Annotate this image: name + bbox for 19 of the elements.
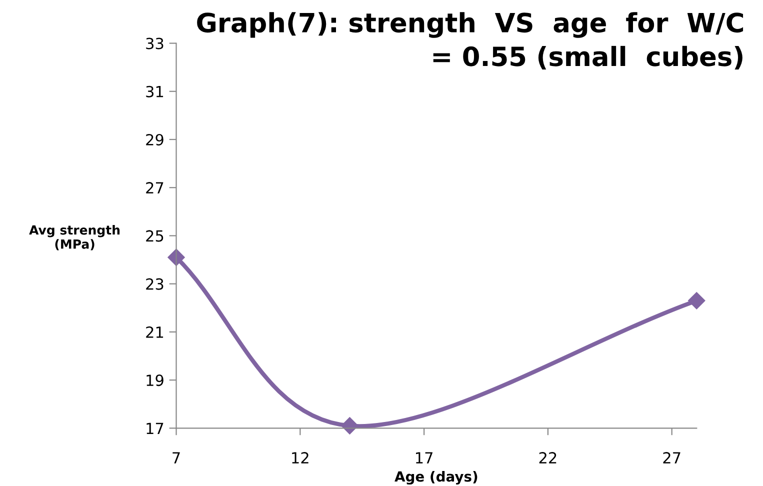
y-tick-label: 25 bbox=[146, 230, 164, 242]
y-tick-label: 27 bbox=[146, 182, 164, 194]
y-axis-title: Avg strength (MPa) bbox=[29, 225, 120, 250]
x-tick-label: 17 bbox=[416, 452, 432, 464]
y-tick-label: 29 bbox=[146, 134, 164, 146]
y-tick-label: 21 bbox=[146, 326, 164, 338]
y-tick-label: 19 bbox=[146, 374, 164, 386]
point bbox=[688, 292, 706, 310]
y-tick-label: 17 bbox=[146, 422, 164, 434]
y-tick-label: 33 bbox=[146, 38, 164, 50]
y-tick-label: 31 bbox=[146, 86, 164, 98]
x-axis-title: Age (days) bbox=[394, 470, 478, 485]
x-tick-label: 12 bbox=[292, 452, 308, 464]
x-tick-label: 27 bbox=[663, 452, 680, 464]
x-tick-label: 22 bbox=[539, 452, 556, 464]
chart-title: Graph(7): strength VS age for W/C = 0.55 (small cubes) bbox=[197, 12, 744, 70]
x-tick-label: 7 bbox=[172, 452, 180, 464]
y-tick-label: 23 bbox=[146, 278, 164, 290]
point bbox=[341, 417, 358, 434]
